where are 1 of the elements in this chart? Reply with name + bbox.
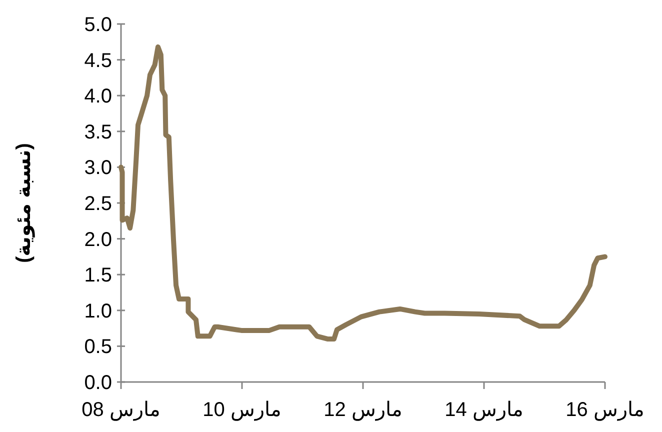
ylabel: (نسبة مئوية) — [13, 143, 35, 263]
